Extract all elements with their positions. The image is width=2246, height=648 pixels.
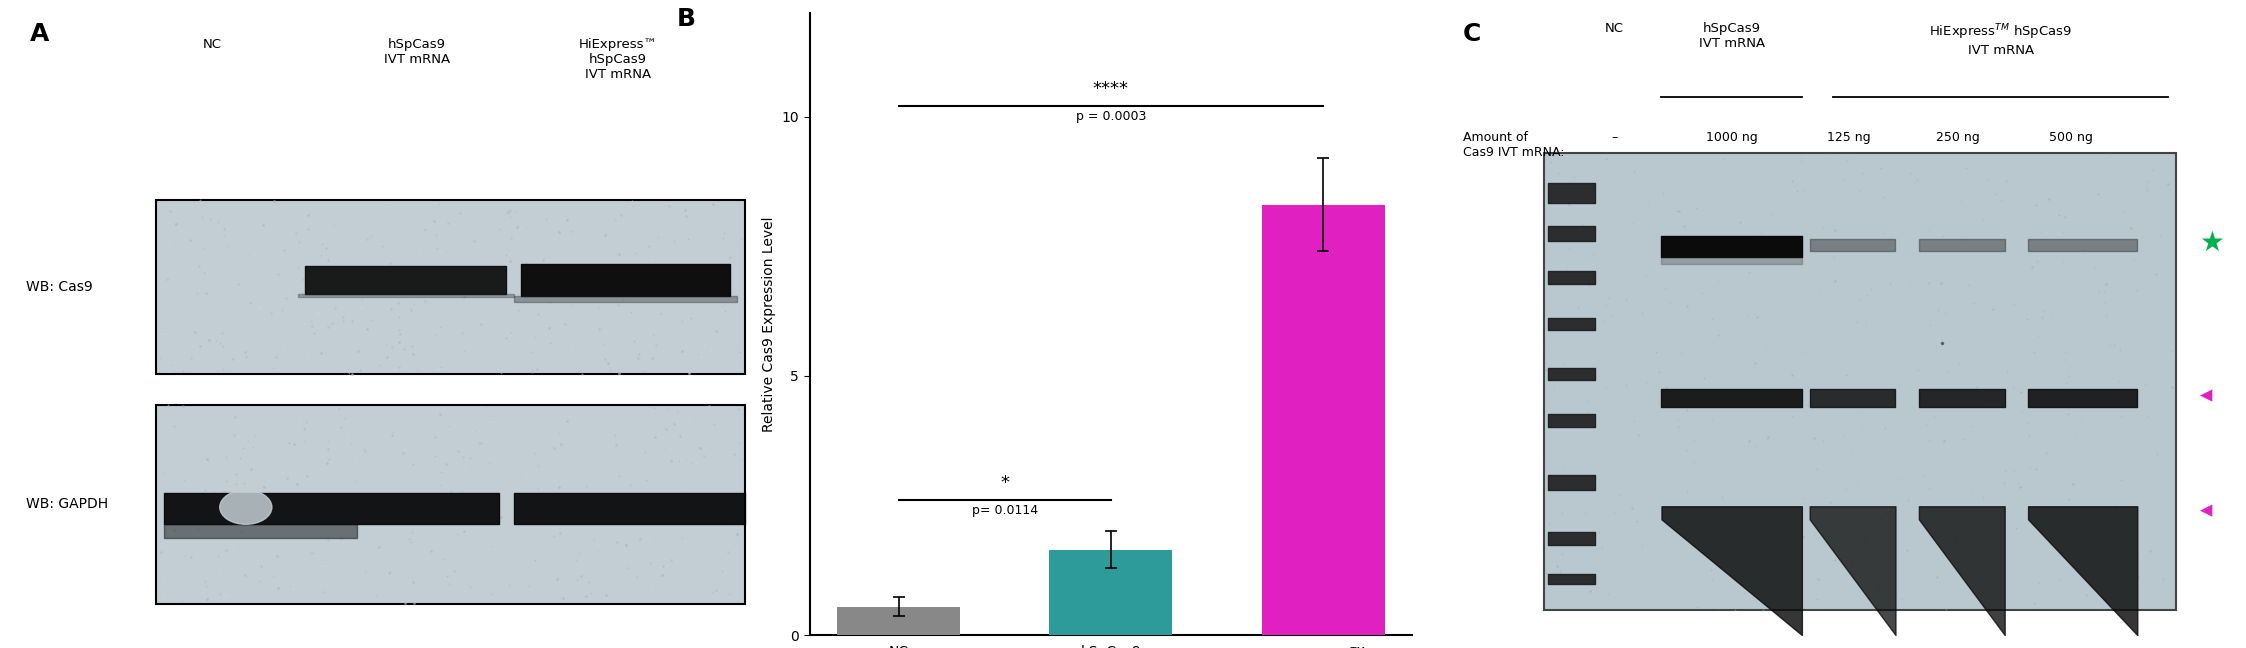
Text: B: B: [676, 6, 696, 30]
Bar: [1262, 205, 1386, 635]
Text: NC: NC: [1606, 22, 1624, 35]
Text: WB: GAPDH: WB: GAPDH: [27, 498, 108, 511]
Text: WB: Cas9: WB: Cas9: [27, 280, 92, 294]
Text: Amount of
Cas9 IVT mRNA:: Amount of Cas9 IVT mRNA:: [1462, 131, 1563, 159]
Text: 250 ng: 250 ng: [1936, 131, 1979, 144]
Text: C: C: [1462, 22, 1480, 46]
Text: ****: ****: [1094, 80, 1130, 98]
Text: –: –: [1613, 131, 1617, 144]
Text: p= 0.0114: p= 0.0114: [973, 504, 1038, 517]
Text: 500 ng: 500 ng: [2048, 131, 2093, 144]
Text: 125 ng: 125 ng: [1826, 131, 1871, 144]
Text: HiExpress$^{TM}$ hSpCas9
IVT mRNA: HiExpress$^{TM}$ hSpCas9 IVT mRNA: [1929, 22, 2073, 57]
Text: ★: ★: [2199, 229, 2224, 257]
Bar: [1545, 153, 2176, 610]
Text: 1000 ng: 1000 ng: [1705, 131, 1759, 144]
Text: *: *: [999, 474, 1008, 492]
Y-axis label: Relative Cas9 Expression Level: Relative Cas9 Expression Level: [761, 216, 775, 432]
Text: hSpCas9
IVT mRNA: hSpCas9 IVT mRNA: [384, 38, 449, 66]
Ellipse shape: [220, 490, 272, 524]
Text: hSpCas9
IVT mRNA: hSpCas9 IVT mRNA: [1698, 22, 1765, 51]
Bar: [838, 607, 959, 635]
Text: A: A: [29, 22, 49, 46]
Bar: [157, 405, 746, 604]
Bar: [157, 200, 746, 374]
Text: NC: NC: [202, 38, 222, 51]
Text: HiExpress™
hSpCas9
IVT mRNA: HiExpress™ hSpCas9 IVT mRNA: [579, 38, 658, 81]
Text: p = 0.0003: p = 0.0003: [1076, 110, 1145, 123]
Bar: [1049, 550, 1172, 635]
